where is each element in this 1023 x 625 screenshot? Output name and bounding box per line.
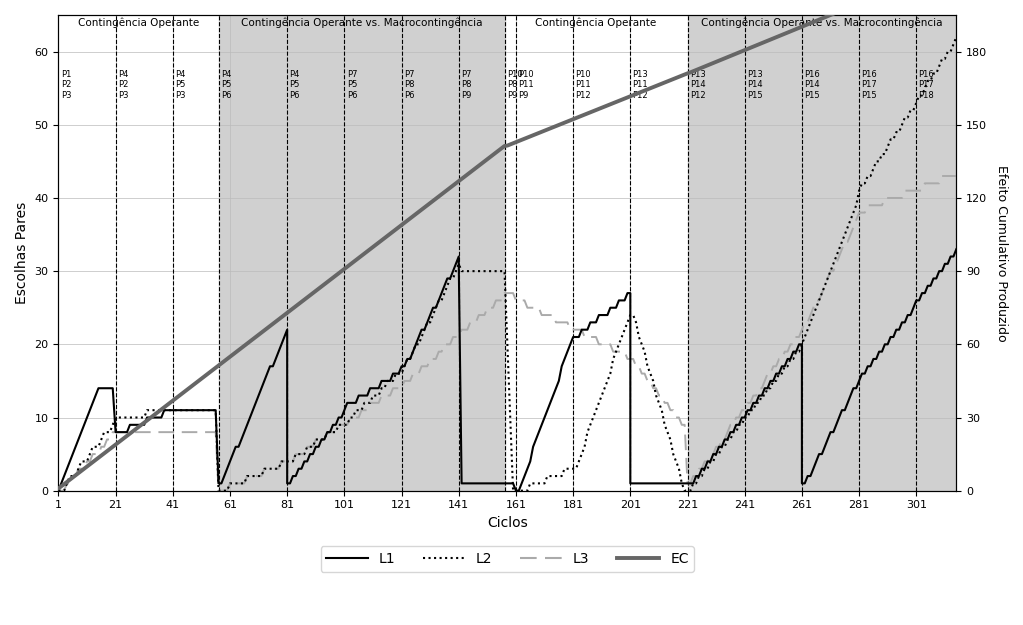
Text: Contingência Operante: Contingência Operante [78, 18, 199, 28]
Text: P13
P14
P12: P13 P14 P12 [690, 70, 706, 99]
Legend: L1, L2, L3, EC: L1, L2, L3, EC [320, 546, 695, 571]
Bar [219, 15, 504, 491]
Text: Contingência Operante: Contingência Operante [535, 18, 657, 28]
Text: P10
P11
P12: P10 P11 P12 [575, 70, 591, 99]
Text: P16
P14
P15: P16 P14 P15 [804, 70, 820, 99]
Text: P4
P2
P3: P4 P2 P3 [118, 70, 128, 99]
Text: P13
P14
P15: P13 P14 P15 [747, 70, 763, 99]
Text: Contingência Operante vs. Macrocontingência: Contingência Operante vs. Macrocontingên… [240, 18, 482, 28]
Text: P10
P11
P9: P10 P11 P9 [519, 70, 534, 99]
Text: P16
P17
P15: P16 P17 P15 [861, 70, 877, 99]
Text: P1
P2
P3: P1 P2 P3 [60, 70, 72, 99]
Text: P4
P5
P6: P4 P5 P6 [290, 70, 300, 99]
Y-axis label: Escolhas Pares: Escolhas Pares [15, 202, 29, 304]
Text: P13
P11
P12: P13 P11 P12 [632, 70, 649, 99]
Text: Contingência Operante vs. Macrocontingência: Contingência Operante vs. Macrocontingên… [701, 18, 942, 28]
Text: P4
P5
P3: P4 P5 P3 [175, 70, 185, 99]
X-axis label: Ciclos: Ciclos [487, 516, 528, 530]
Text: P4
P5
P6: P4 P5 P6 [221, 70, 231, 99]
Text: P7
P8
P6: P7 P8 P6 [404, 70, 414, 99]
Text: P16
P17
P18: P16 P17 P18 [919, 70, 934, 99]
Bar [687, 15, 957, 491]
Text: P7
P8
P9: P7 P8 P9 [461, 70, 472, 99]
Text: P10
P8
P9: P10 P8 P9 [506, 70, 523, 99]
Text: P7
P5
P6: P7 P5 P6 [347, 70, 357, 99]
Y-axis label: Efeito Cumulativo Produzido: Efeito Cumulativo Produzido [995, 164, 1008, 341]
